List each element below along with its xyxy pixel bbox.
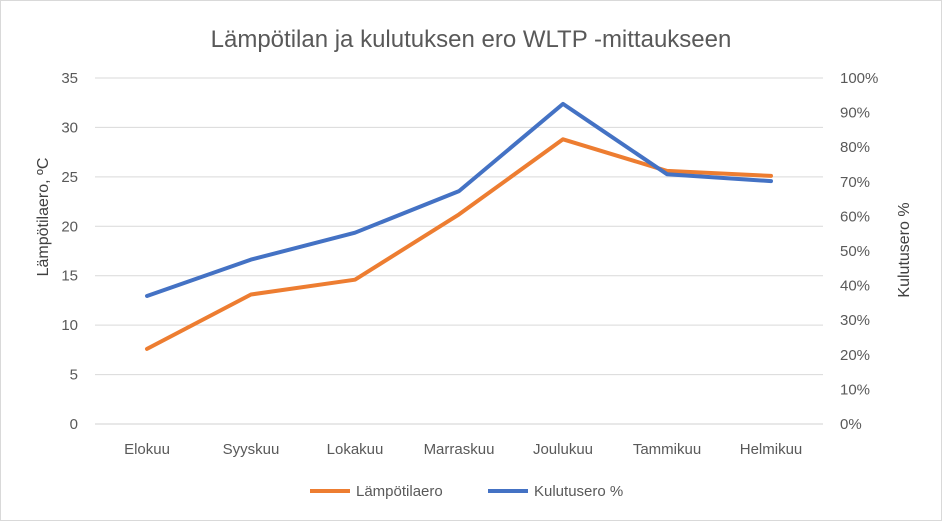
right-tick-label: 10% — [840, 381, 870, 398]
right-tick-label: 50% — [840, 243, 870, 260]
left-tick-label: 10 — [61, 317, 78, 334]
left-tick-label: 15 — [61, 268, 78, 285]
right-tick-label: 90% — [840, 105, 870, 122]
right-axis-label: Kulutusero % — [896, 202, 913, 297]
legend-label: Kulutusero % — [534, 483, 623, 500]
x-tick-label: Joulukuu — [533, 441, 593, 458]
right-tick-label: 40% — [840, 278, 870, 295]
left-tick-label: 30 — [61, 119, 78, 136]
chart-title: Lämpötilan ja kulutuksen ero WLTP -mitta… — [211, 26, 732, 53]
left-axis-ticks: 0 5 10 15 20 25 30 35 — [61, 70, 78, 433]
gridlines — [95, 77, 823, 425]
left-tick-label: 25 — [61, 169, 78, 186]
left-tick-label: 0 — [70, 416, 78, 433]
left-tick-label: 20 — [61, 218, 78, 235]
series-line-kulutusero — [145, 101, 773, 298]
legend-label: Lämpötilaero — [356, 483, 443, 500]
right-tick-label: 20% — [840, 347, 870, 364]
series-line-lampotilaero — [145, 137, 773, 351]
x-tick-label: Elokuu — [124, 441, 170, 458]
left-tick-label: 5 — [70, 367, 78, 384]
x-tick-label: Tammikuu — [633, 441, 701, 458]
x-axis-ticks: Elokuu Syyskuu Lokakuu Marraskuu Joulukuu Tam… — [124, 441, 802, 458]
right-tick-label: 60% — [840, 208, 870, 225]
x-tick-label: Helmikuu — [740, 441, 803, 458]
right-tick-label: 70% — [840, 174, 870, 191]
x-tick-label: Lokakuu — [327, 441, 384, 458]
left-tick-label: 35 — [61, 70, 78, 87]
right-tick-label: 80% — [840, 139, 870, 156]
legend: Lämpötilaero Kulutusero % — [310, 483, 623, 500]
right-tick-label: 0% — [840, 416, 862, 433]
x-tick-label: Syyskuu — [223, 441, 280, 458]
right-tick-label: 100% — [840, 70, 878, 87]
x-tick-label: Marraskuu — [424, 441, 495, 458]
series-lines — [145, 101, 773, 351]
left-axis-label: Lämpötilaero, ºC — [35, 158, 52, 277]
right-tick-label: 30% — [840, 312, 870, 329]
right-axis-ticks: 0% 10% 20% 30% 40% 50% 60% 70% 80% 90% 100% — [840, 70, 878, 433]
